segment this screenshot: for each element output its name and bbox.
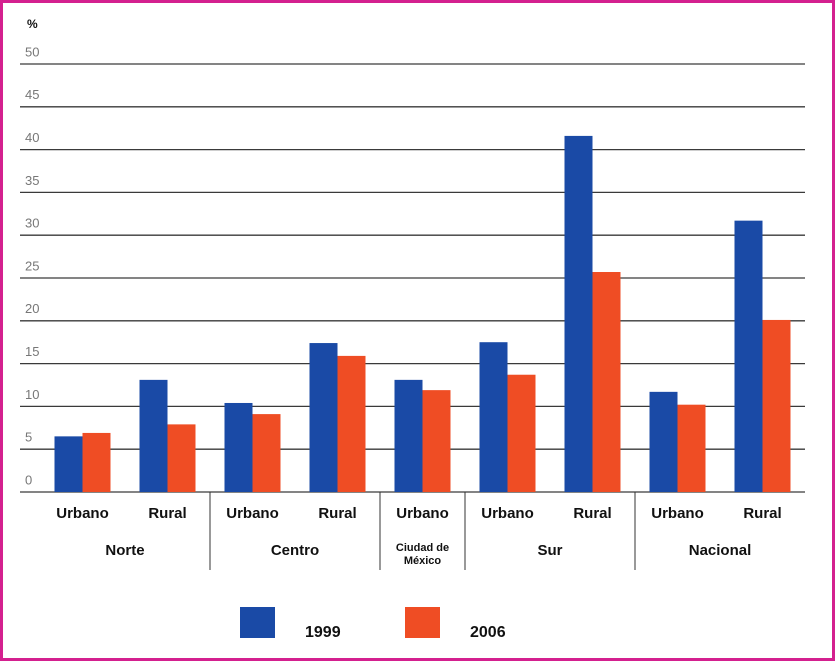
bar [564,135,593,493]
bar [309,343,338,492]
bar [677,404,706,492]
bar [252,414,281,492]
group-label: Ciudad de México [395,542,450,567]
bar [479,342,508,492]
y-tick-label: 10 [25,387,39,402]
group-label: Sur [537,542,563,559]
y-tick-label: 20 [25,301,39,316]
x-tick-label: Rural [743,505,781,522]
bar [167,424,196,492]
bar [54,436,83,492]
y-tick-label: 30 [25,216,39,231]
x-tick-label: Rural [148,505,186,522]
x-tick-label: Urbano [396,505,449,522]
x-tick-label: Urbano [226,505,279,522]
bar [762,319,791,492]
x-tick-label: Rural [573,505,611,522]
group-label: Nacional [688,542,752,559]
x-tick-label: Urbano [481,505,534,522]
bar [507,374,536,492]
bar [734,220,763,492]
bar [224,402,253,492]
x-tick-label: Urbano [56,505,109,522]
legend-label: 2006 [470,624,506,641]
y-tick-label: 0 [25,472,32,487]
group-label: Norte [105,542,145,559]
y-tick-label: 5 [25,430,32,445]
y-tick-label: 40 [25,130,39,145]
y-tick-label: 50 [25,44,39,59]
y-tick-label: 15 [25,344,39,359]
x-tick-label: Rural [318,505,356,522]
y-axis-label: % [27,17,38,31]
bar [592,272,621,492]
y-tick-label: 25 [25,258,39,273]
y-tick-label: 45 [25,87,39,102]
bar [337,355,366,492]
bar [422,390,451,492]
legend-label: 1999 [305,624,341,641]
group-label: Centro [270,542,320,559]
y-tick-label: 35 [25,173,39,188]
chart-svg: % 0 5 10 15 20 25 30 35 40 45 50 Urbano Rural Urbano R… [20,17,805,641]
x-tick-label: Urbano [651,505,704,522]
bar [139,379,168,492]
bar [394,379,423,492]
legend-swatch [405,607,440,638]
bar [82,432,111,492]
legend-swatch [240,607,275,638]
bar [649,391,678,492]
